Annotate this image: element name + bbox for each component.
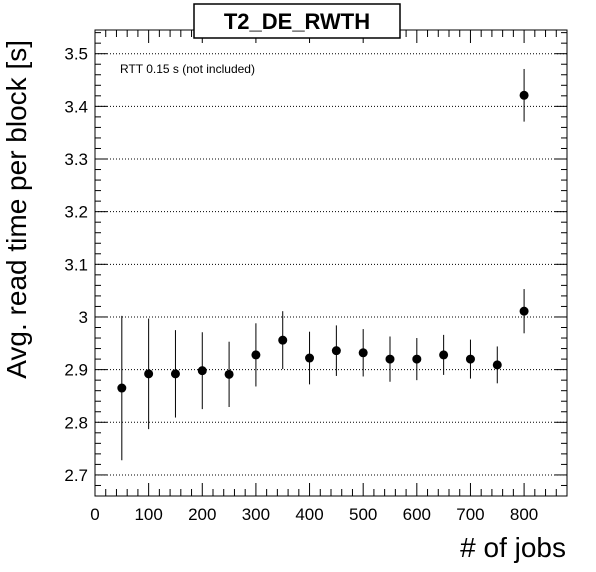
x-tick-label: 500 bbox=[349, 505, 377, 524]
y-tick-label: 3.5 bbox=[64, 45, 88, 64]
data-point bbox=[251, 350, 261, 360]
y-tick-label: 2.7 bbox=[64, 466, 88, 485]
title-box-frame bbox=[193, 3, 401, 39]
y-tick-label: 2.8 bbox=[64, 413, 88, 432]
x-tick-label: 200 bbox=[188, 505, 216, 524]
data-point bbox=[331, 346, 341, 356]
data-point bbox=[412, 354, 422, 364]
x-tick-label: 0 bbox=[90, 505, 99, 524]
chart-title: T2_DE_RWTH bbox=[224, 9, 370, 34]
data-point bbox=[197, 366, 207, 376]
y-axis-title: Avg. read time per block [s] bbox=[1, 40, 32, 379]
x-axis-title: # of jobs bbox=[460, 532, 566, 563]
x-tick-label: 400 bbox=[295, 505, 323, 524]
y-tick-label: 3.2 bbox=[64, 203, 88, 222]
data-point bbox=[358, 348, 368, 358]
y-tick-label: 3.3 bbox=[64, 150, 88, 169]
data-point bbox=[439, 350, 449, 360]
data-point bbox=[465, 354, 475, 364]
x-tick-label: 600 bbox=[403, 505, 431, 524]
data-point bbox=[170, 369, 180, 379]
data-point bbox=[519, 90, 529, 100]
grid-lines bbox=[95, 53, 567, 476]
rtt-annotation: RTT 0.15 s (not included) bbox=[120, 62, 255, 76]
y-tick-label: 3 bbox=[79, 308, 88, 327]
data-point bbox=[305, 353, 315, 363]
x-tick-label: 700 bbox=[456, 505, 484, 524]
data-point bbox=[117, 383, 127, 393]
data-point bbox=[144, 369, 154, 379]
y-tick-label: 3.4 bbox=[64, 97, 88, 116]
y-tick-label: 3.1 bbox=[64, 255, 88, 274]
data-point bbox=[278, 335, 288, 345]
x-tick-label: 300 bbox=[242, 505, 270, 524]
x-tick-label: 800 bbox=[510, 505, 538, 524]
data-points bbox=[117, 90, 529, 393]
tick-labels: 2.7 2.8 2.9 3 3.1 3.2 3.3 3.4 3.5 0 100 200 300 400 50… bbox=[64, 45, 538, 524]
title-box: T2_DE_RWTH bbox=[193, 3, 401, 39]
x-tick-label: 100 bbox=[134, 505, 162, 524]
data-point bbox=[519, 306, 529, 316]
y-tick-label: 2.9 bbox=[64, 361, 88, 380]
data-point bbox=[385, 354, 395, 364]
data-point bbox=[224, 369, 234, 379]
data-point bbox=[492, 360, 502, 370]
